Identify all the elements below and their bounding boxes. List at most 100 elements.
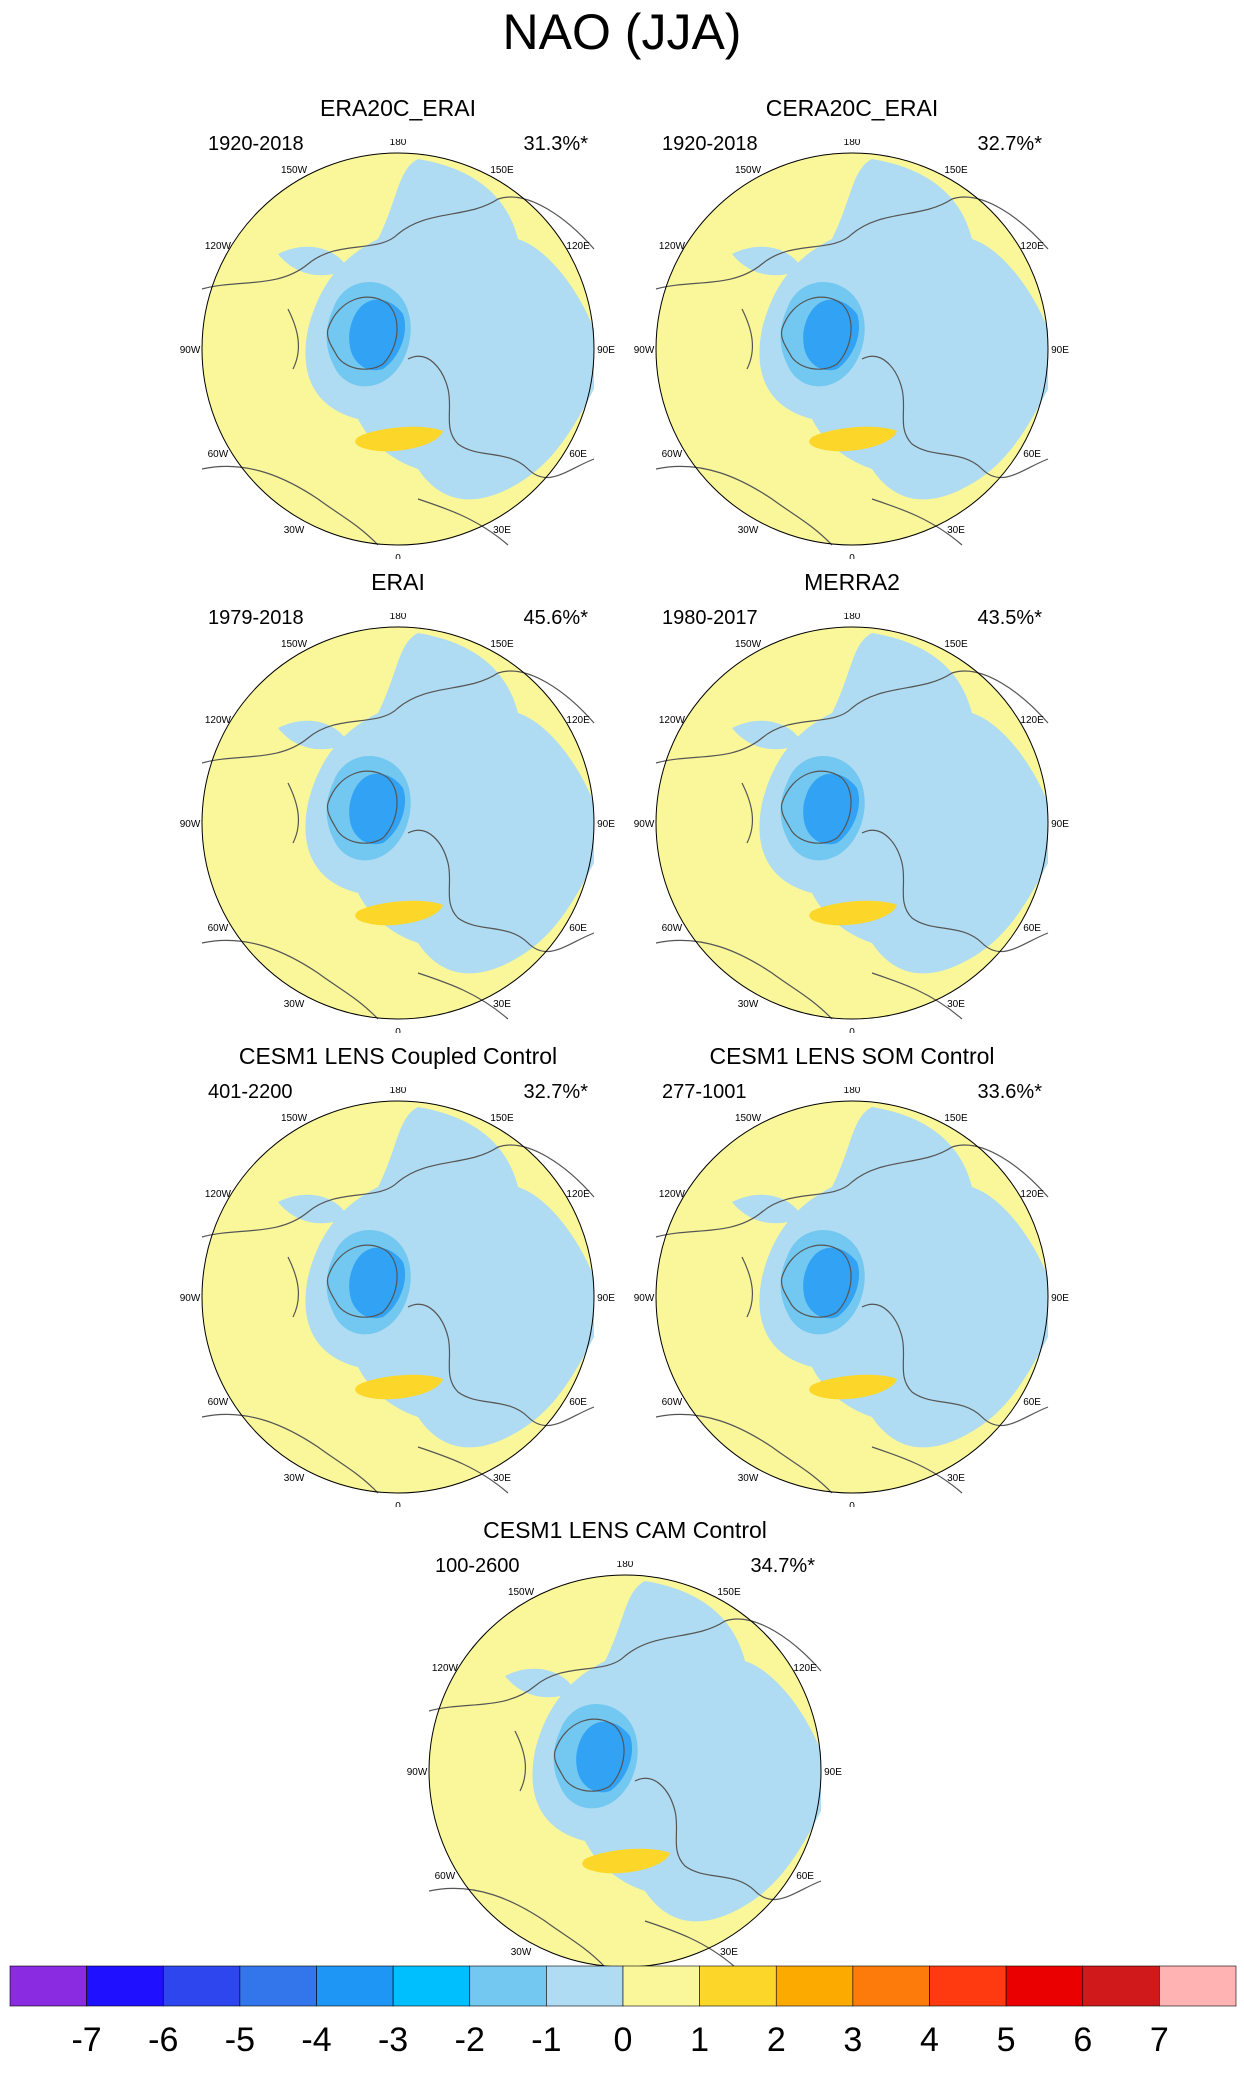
longitude-label: 90W — [634, 345, 655, 356]
longitude-labels: 180 150E 120E 90E 60E 30E 0 30W 60W 90W 120W 150W — [180, 139, 616, 559]
longitude-label: 60W — [662, 449, 683, 460]
longitude-label: 150E — [944, 639, 968, 650]
longitude-label: 90W — [634, 1293, 655, 1304]
longitude-label: 90E — [1051, 1293, 1069, 1304]
colorbar-tick-label: -5 — [224, 2021, 255, 2059]
longitude-label: 150E — [717, 1587, 741, 1598]
longitude-label: 30E — [947, 999, 965, 1010]
longitude-label: 180 — [844, 613, 861, 622]
longitude-label: 120E — [1020, 715, 1044, 726]
colorbar-box — [316, 1965, 394, 2007]
panel-variance: 34.7%* — [750, 1555, 816, 1577]
longitude-label: 150E — [490, 1113, 514, 1124]
longitude-label: 150E — [490, 639, 514, 650]
longitude-label: 60W — [208, 923, 229, 934]
colorbar-tick-label: -1 — [531, 2021, 562, 2059]
panel-period: 277-1001 — [662, 1081, 747, 1103]
polar-map: 180 150E 120E 90E 60E 30E 0 30W 60W 90W 120W 150W — [634, 613, 1070, 1033]
longitude-label: 60E — [569, 923, 587, 934]
longitude-label: 120W — [205, 1189, 232, 1200]
colorbar-box — [1159, 1965, 1237, 2007]
longitude-label: 60W — [662, 923, 683, 934]
longitude-label: 120E — [793, 1663, 817, 1674]
longitude-label: 0 — [849, 1501, 855, 1507]
longitude-label: 150W — [735, 165, 762, 176]
panel-period: 100-2600 — [435, 1555, 520, 1577]
longitude-label: 150E — [490, 165, 514, 176]
longitude-label: 180 — [390, 1087, 407, 1096]
colorbar-tick-label: -4 — [301, 2021, 332, 2059]
longitude-label: 150W — [281, 165, 308, 176]
colorbar-tick-label: -7 — [71, 2021, 102, 2059]
longitude-labels: 180 150E 120E 90E 60E 30E 0 30W 60W 90W 120W 150W — [180, 613, 616, 1033]
panel-title: ERA20C_ERAI — [320, 95, 476, 121]
panel-variance: 33.6%* — [977, 1081, 1043, 1103]
longitude-label: 90W — [407, 1767, 428, 1778]
panel-variance: 32.7%* — [977, 133, 1043, 155]
longitude-label: 60W — [208, 1397, 229, 1408]
longitude-label: 120W — [659, 241, 686, 252]
longitude-label: 60W — [208, 449, 229, 460]
panel-cesm1-coupled: CESM1 LENS Coupled Control 401-2200 32.7… — [178, 1042, 618, 1512]
panel-variance: 32.7%* — [523, 1081, 589, 1103]
longitude-label: 180 — [617, 1561, 634, 1570]
colorbar-tick-label: -2 — [454, 2021, 485, 2059]
longitude-label: 180 — [844, 1087, 861, 1096]
colorbar-tick-label: 0 — [613, 2021, 633, 2059]
longitude-label: 0 — [395, 553, 401, 559]
longitude-label: 150W — [281, 1113, 308, 1124]
longitude-label: 150W — [281, 639, 308, 650]
longitude-label: 120E — [1020, 241, 1044, 252]
longitude-label: 150E — [944, 165, 968, 176]
longitude-label: 150E — [944, 1113, 968, 1124]
colorbar-box — [1082, 1965, 1160, 2007]
polar-map: 180 150E 120E 90E 60E 30E 0 30W 60W 90W 120W 150W — [634, 1087, 1070, 1507]
panel-period: 1920-2018 — [208, 133, 304, 155]
panel-merra2: MERRA2 1980-2017 43.5%* 180 150E 120E 90E 60… — [632, 568, 1072, 1038]
longitude-label: 150W — [735, 1113, 762, 1124]
longitude-label: 60E — [1023, 923, 1041, 934]
panel-variance: 31.3%* — [523, 133, 589, 155]
longitude-label: 150W — [735, 639, 762, 650]
longitude-label: 60W — [662, 1397, 683, 1408]
longitude-labels: 180 150E 120E 90E 60E 30E 0 30W 60W 90W 120W 150W — [634, 613, 1070, 1033]
panel-cesm1-cam: CESM1 LENS CAM Control 100-2600 34.7%* 1… — [405, 1516, 845, 1986]
longitude-label: 0 — [395, 1501, 401, 1507]
panel-cera20c-erai: CERA20C_ERAI 1920-2018 32.7%* 180 150E 120… — [632, 94, 1072, 564]
colorbar-tick-label: 3 — [843, 2021, 863, 2059]
longitude-label: 120E — [1020, 1189, 1044, 1200]
longitude-label: 30E — [493, 1473, 511, 1484]
longitude-label: 90E — [597, 819, 615, 830]
longitude-label: 90W — [180, 1293, 201, 1304]
polar-map: 180 150E 120E 90E 60E 30E 0 30W 60W 90W 120W 150W — [180, 613, 616, 1033]
longitude-label: 180 — [844, 139, 861, 148]
colorbar-box — [162, 1965, 241, 2007]
longitude-labels: 180 150E 120E 90E 60E 30E 0 30W 60W 90W 120W 150W — [634, 139, 1070, 559]
longitude-label: 60E — [569, 1397, 587, 1408]
longitude-label: 90E — [597, 1293, 615, 1304]
longitude-label: 60E — [569, 449, 587, 460]
longitude-label: 60E — [796, 1871, 814, 1882]
longitude-label: 30W — [738, 999, 759, 1010]
longitude-label: 120W — [659, 715, 686, 726]
longitude-label: 30E — [720, 1947, 738, 1958]
longitude-label: 180 — [390, 613, 407, 622]
panel-title: ERAI — [371, 569, 425, 595]
panel-erai: ERAI 1979-2018 45.6%* 180 150E 120E 90E 60E 3… — [178, 568, 618, 1038]
longitude-label: 90E — [597, 345, 615, 356]
longitude-label: 30E — [493, 999, 511, 1010]
panel-title: MERRA2 — [804, 569, 900, 595]
colorbar-tick-label: 5 — [996, 2021, 1016, 2059]
longitude-label: 120W — [432, 1663, 459, 1674]
colorbar-tick-label: 2 — [766, 2021, 786, 2059]
longitude-label: 90W — [634, 819, 655, 830]
colorbar-tick-label: 1 — [690, 2021, 710, 2059]
longitude-label: 0 — [849, 553, 855, 559]
longitude-label: 180 — [390, 139, 407, 148]
colorbar-tick-label: 7 — [1149, 2021, 1169, 2059]
longitude-label: 90E — [1051, 819, 1069, 830]
panel-period: 1920-2018 — [662, 133, 758, 155]
longitude-label: 30W — [738, 1473, 759, 1484]
longitude-label: 120E — [566, 715, 590, 726]
colorbar-box — [9, 1965, 87, 2007]
